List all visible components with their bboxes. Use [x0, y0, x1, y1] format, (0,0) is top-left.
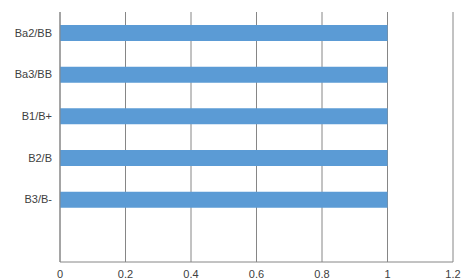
svg-text:1.2: 1.2: [445, 268, 460, 280]
svg-text:B2/B: B2/B: [28, 152, 52, 164]
svg-text:Ba2/BB: Ba2/BB: [15, 27, 52, 39]
svg-text:0: 0: [57, 268, 63, 280]
svg-text:0.8: 0.8: [314, 268, 329, 280]
svg-text:B1/B+: B1/B+: [22, 110, 52, 122]
svg-text:Ba3/BB: Ba3/BB: [15, 68, 52, 80]
svg-text:0.2: 0.2: [118, 268, 133, 280]
svg-text:B3/B-: B3/B-: [24, 193, 52, 205]
svg-text:1: 1: [384, 268, 390, 280]
svg-text:0.4: 0.4: [183, 268, 198, 280]
svg-text:0.6: 0.6: [249, 268, 264, 280]
